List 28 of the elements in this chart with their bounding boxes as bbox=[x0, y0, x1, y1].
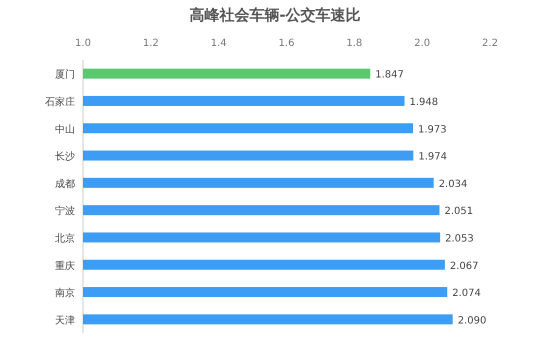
data-label: 2.074 bbox=[452, 288, 481, 300]
data-label: 2.053 bbox=[445, 233, 474, 244]
x-tick-label: 1.6 bbox=[278, 38, 294, 49]
data-label: 2.051 bbox=[444, 206, 474, 218]
data-label: 1.847 bbox=[375, 70, 404, 81]
y-tick-label: 重庆 bbox=[55, 260, 75, 272]
data-label: 2.034 bbox=[438, 178, 468, 190]
y-tick-label: 成都 bbox=[55, 178, 75, 190]
data-label: 2.067 bbox=[450, 260, 479, 272]
data-label: 1.948 bbox=[410, 96, 438, 108]
y-tick-label: 长沙 bbox=[55, 150, 75, 163]
y-tick-label: 厦门 bbox=[55, 68, 75, 81]
x-tick-label: 2.2 bbox=[482, 38, 498, 49]
x-tick-label: 1.0 bbox=[75, 38, 91, 49]
y-tick-label: 宁波 bbox=[55, 205, 75, 218]
data-label: 1.974 bbox=[418, 152, 447, 163]
x-tick-label: 1.2 bbox=[142, 38, 159, 49]
data-label: 2.090 bbox=[458, 315, 486, 326]
x-tick-label: 1.4 bbox=[210, 38, 227, 49]
chart-title: 高峰社会车辆-公交车速比 bbox=[189, 6, 361, 24]
x-tick-label: 1.8 bbox=[346, 38, 362, 49]
x-tick-label: 2.0 bbox=[414, 38, 430, 49]
y-tick-label: 北京 bbox=[55, 232, 75, 244]
y-tick-label: 天津 bbox=[55, 314, 75, 326]
y-tick-label: 南京 bbox=[55, 287, 75, 300]
y-tick-label: 中山 bbox=[55, 123, 75, 136]
data-label: 1.973 bbox=[418, 124, 447, 136]
y-tick-label: 石家庄 bbox=[45, 96, 75, 108]
